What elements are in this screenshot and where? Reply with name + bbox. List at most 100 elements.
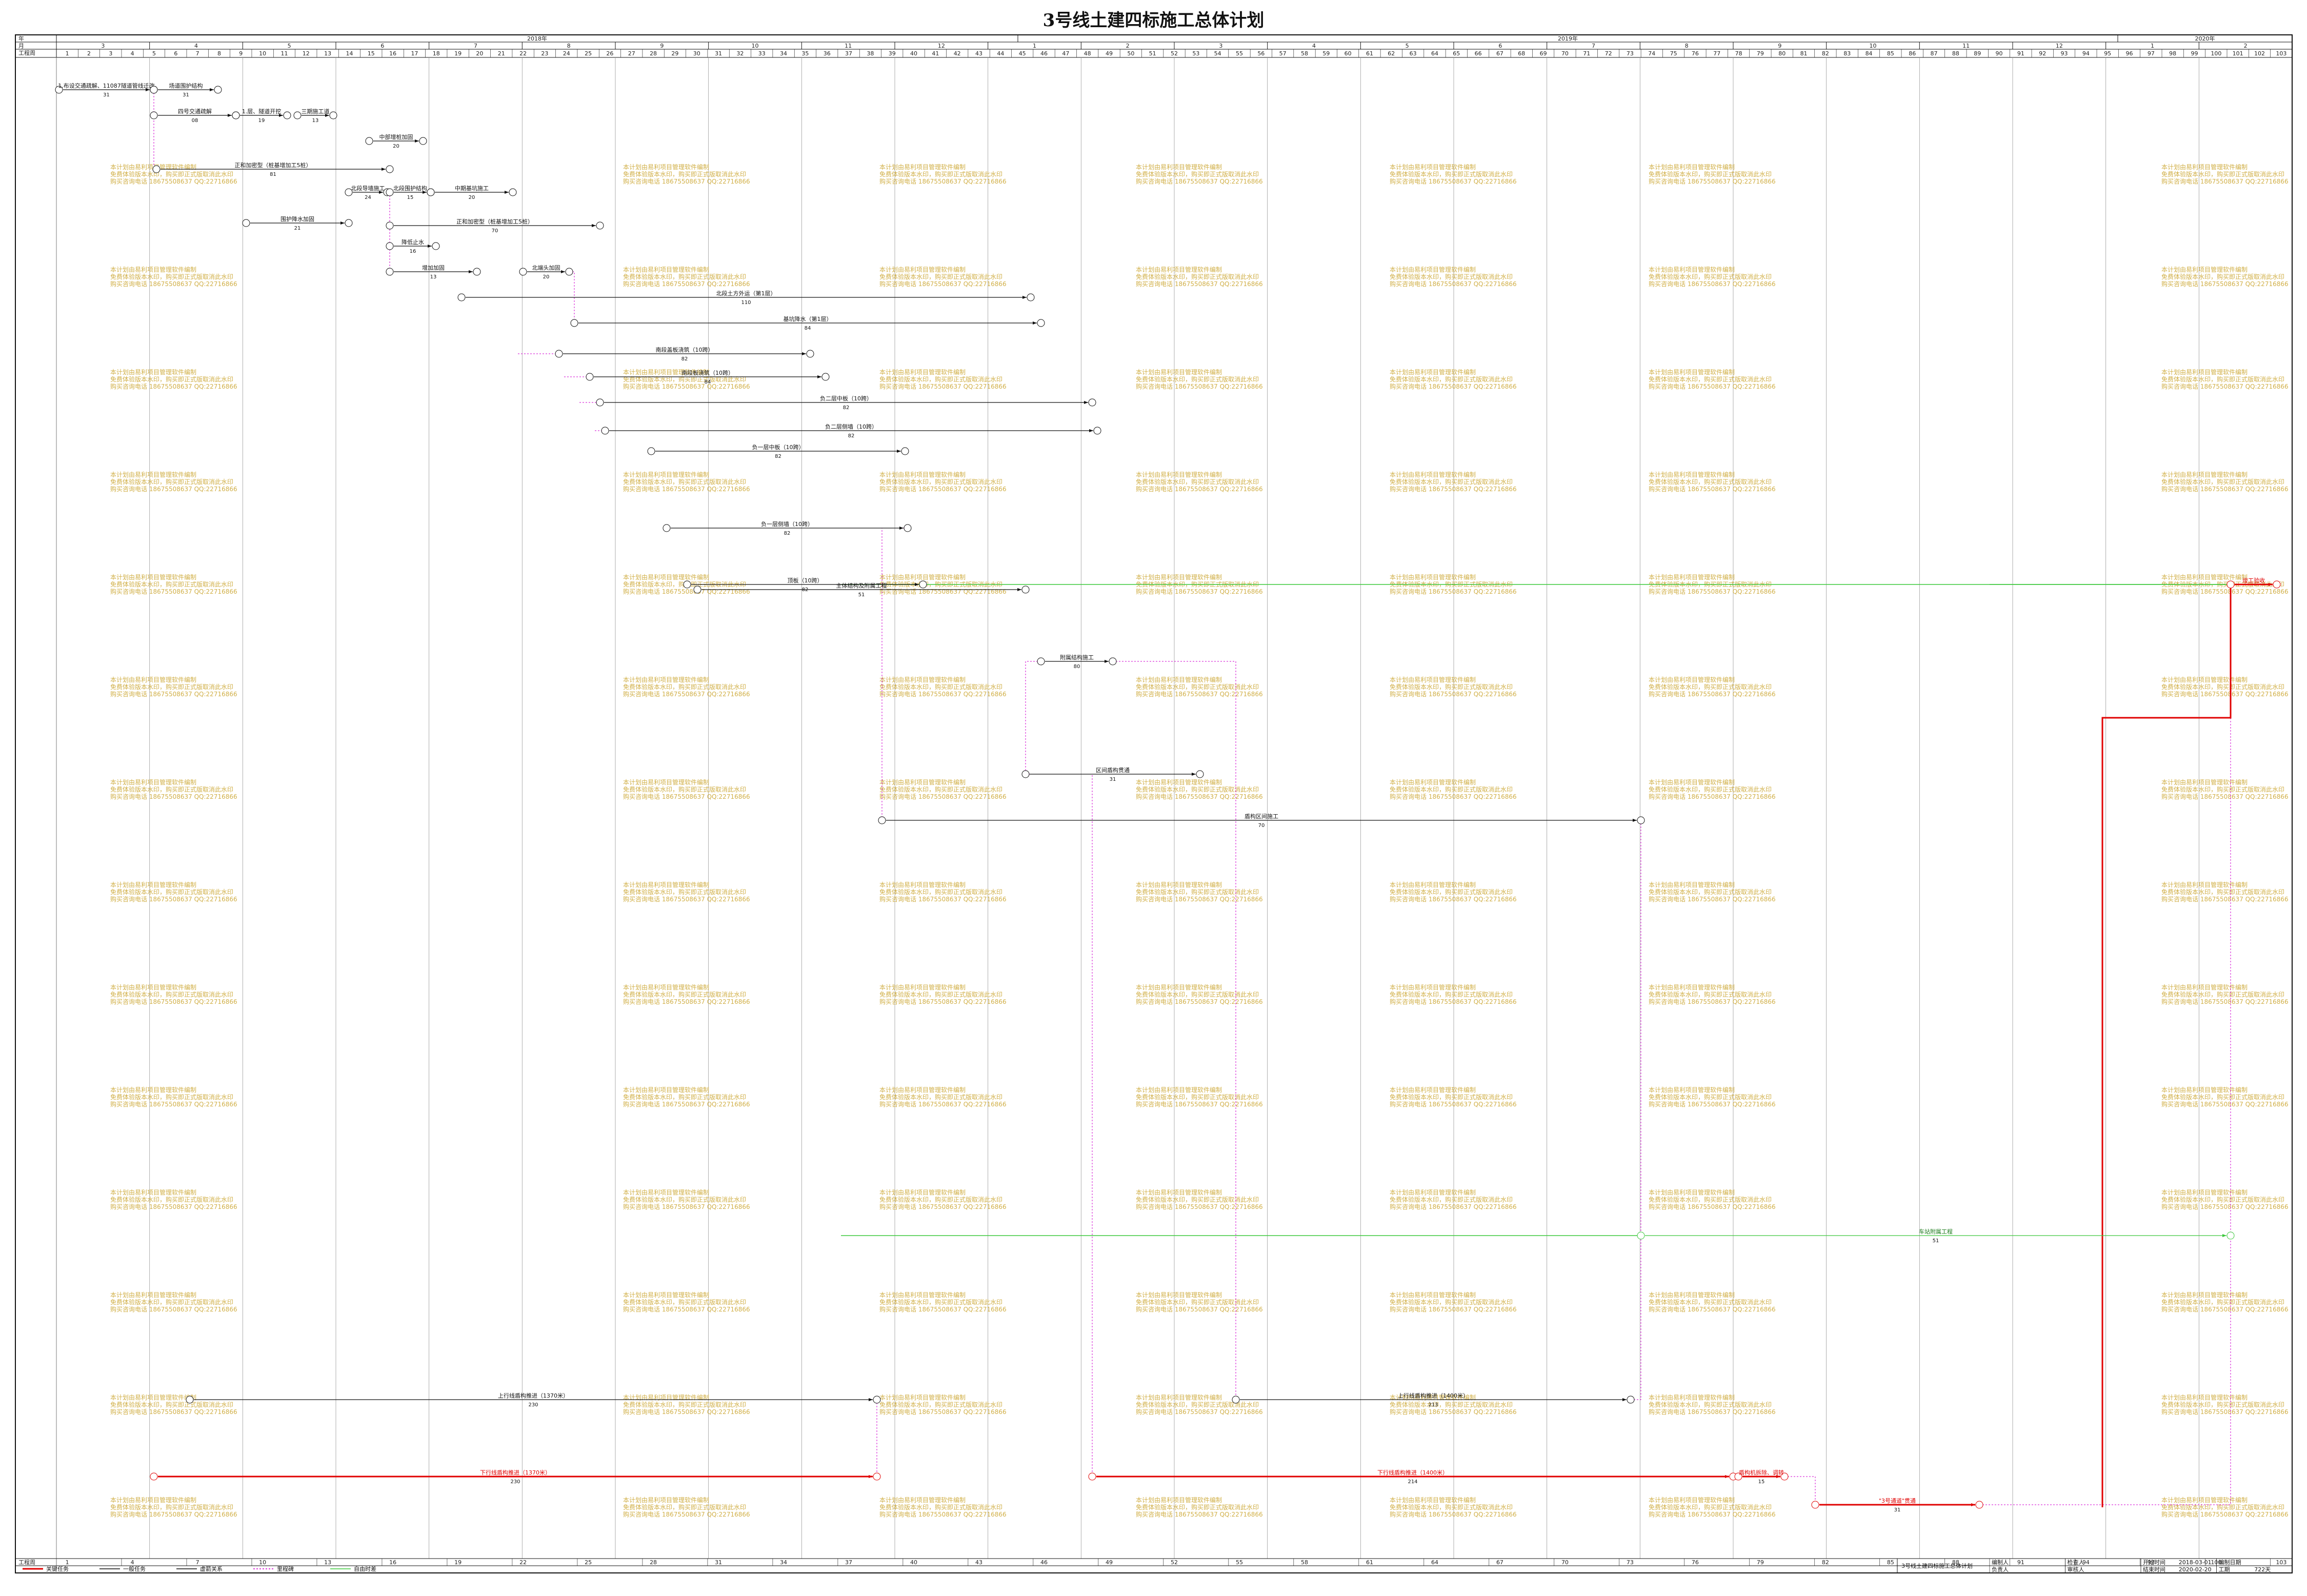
event-node[interactable] bbox=[293, 111, 302, 119]
task-activity[interactable]: 中期基坑施工 20 bbox=[427, 185, 517, 200]
event-node[interactable] bbox=[473, 268, 481, 276]
event-node[interactable] bbox=[386, 221, 394, 230]
task-activity[interactable]: 区间盾构贯通 31 bbox=[1021, 766, 1204, 782]
event-node[interactable] bbox=[232, 111, 240, 119]
task-activity[interactable]: 下行线盾构推进（1400米） 214 bbox=[1088, 1469, 1737, 1485]
task-activity[interactable]: 主体结构及附属工程 51 bbox=[693, 582, 1030, 598]
task-activity[interactable]: 围护降水加固 21 bbox=[242, 215, 353, 231]
event-node[interactable] bbox=[1627, 1396, 1635, 1404]
event-node[interactable] bbox=[565, 268, 573, 276]
task-activity[interactable]: 负二层侧墙（10跨） 82 bbox=[601, 423, 1101, 439]
task-activity[interactable]: 车站附属工程 51 bbox=[1637, 1228, 2235, 1244]
event-node[interactable] bbox=[693, 585, 701, 594]
event-node[interactable] bbox=[150, 1472, 158, 1481]
event-node[interactable] bbox=[345, 188, 353, 196]
task-activity[interactable]: 三期施工道 13 bbox=[293, 108, 337, 124]
event-node[interactable] bbox=[1093, 427, 1101, 435]
event-node[interactable] bbox=[2273, 580, 2281, 589]
event-node[interactable] bbox=[214, 86, 222, 94]
event-node[interactable] bbox=[878, 816, 886, 824]
event-node[interactable] bbox=[345, 219, 353, 227]
event-node[interactable] bbox=[1037, 657, 1045, 665]
event-node[interactable] bbox=[821, 373, 830, 381]
event-node[interactable] bbox=[386, 188, 394, 196]
event-node[interactable] bbox=[1975, 1501, 1983, 1509]
event-node[interactable] bbox=[427, 188, 435, 196]
task-activity[interactable]: 四号交通疏解 08 bbox=[150, 108, 240, 124]
event-node[interactable] bbox=[457, 293, 466, 301]
task-activity[interactable]: 负一层中板（10跨） 82 bbox=[647, 443, 909, 459]
task-activity[interactable]: 南段盖板浇筑（10跨） 82 bbox=[555, 346, 814, 362]
event-node[interactable] bbox=[919, 580, 927, 589]
event-node[interactable] bbox=[1637, 1231, 1645, 1240]
event-node[interactable] bbox=[596, 221, 604, 230]
task-activity[interactable]: 降低止水 16 bbox=[386, 238, 440, 254]
task-activity[interactable]: 负一层侧墙（10跨） 82 bbox=[663, 520, 912, 536]
event-node[interactable] bbox=[586, 373, 594, 381]
event-node[interactable] bbox=[386, 165, 394, 173]
event-node[interactable] bbox=[1196, 770, 1204, 778]
event-node[interactable] bbox=[150, 111, 158, 119]
event-node[interactable] bbox=[596, 398, 604, 407]
task-activity[interactable]: 竣工验收 bbox=[2226, 577, 2281, 589]
event-node[interactable] bbox=[1109, 657, 1117, 665]
task-activity[interactable]: 盾构区间施工 70 bbox=[878, 813, 1645, 829]
event-node[interactable] bbox=[806, 350, 814, 358]
task-activity[interactable]: 基坑降水（第1层） 84 bbox=[570, 315, 1045, 331]
event-node[interactable] bbox=[419, 137, 427, 145]
event-node[interactable] bbox=[2226, 580, 2235, 589]
event-node[interactable] bbox=[386, 242, 394, 250]
task-activity[interactable]: 盾构机拆除、调转 15 bbox=[1734, 1469, 1789, 1485]
event-node[interactable] bbox=[1037, 319, 1045, 327]
task-activity[interactable]: 正和加密型（桩基增加工5桩） 81 bbox=[152, 161, 394, 177]
event-node[interactable] bbox=[683, 580, 691, 589]
event-node[interactable] bbox=[242, 219, 250, 227]
event-node[interactable] bbox=[555, 350, 563, 358]
event-node[interactable] bbox=[663, 524, 671, 532]
event-node[interactable] bbox=[904, 524, 912, 532]
event-node[interactable] bbox=[432, 242, 440, 250]
task-activity[interactable]: 负二层中板（10跨） 82 bbox=[596, 395, 1096, 411]
event-node[interactable] bbox=[283, 111, 291, 119]
event-node[interactable] bbox=[570, 319, 578, 327]
event-node[interactable] bbox=[873, 1396, 881, 1404]
event-node[interactable] bbox=[55, 86, 63, 94]
task-activity[interactable]: 附属结构施工 80 bbox=[1037, 654, 1117, 670]
task-activity[interactable]: 北段土方外运（第1层） 110 bbox=[457, 290, 1035, 306]
event-node[interactable] bbox=[386, 268, 394, 276]
task-activity[interactable]: 1.层、隧道开挖 19 bbox=[232, 108, 291, 124]
task-activity[interactable]: 正和加密型（桩基增加工5桩） 70 bbox=[386, 218, 604, 234]
event-node[interactable] bbox=[1637, 816, 1645, 824]
event-node[interactable] bbox=[1811, 1501, 1819, 1509]
event-node[interactable] bbox=[647, 447, 655, 455]
event-node[interactable] bbox=[150, 86, 158, 94]
event-node[interactable] bbox=[1780, 1472, 1789, 1481]
task-activity[interactable]: 下行线盾构推进（1370米） 230 bbox=[150, 1469, 881, 1485]
task-activity[interactable]: 上行线盾构推进（1370米） 230 bbox=[186, 1392, 881, 1408]
event-node[interactable] bbox=[1232, 1396, 1240, 1404]
event-node[interactable] bbox=[873, 1472, 881, 1481]
task-activity[interactable]: 北段导墙施工 24 bbox=[345, 185, 391, 200]
task-activity[interactable]: 南段板浇筑（10跨） 84 bbox=[586, 369, 830, 385]
task-activity[interactable]: "3号通道"贯通 31 bbox=[1811, 1497, 1983, 1513]
task-activity[interactable]: 北端头加固 20 bbox=[519, 265, 573, 280]
event-node[interactable] bbox=[601, 427, 609, 435]
event-node[interactable] bbox=[365, 137, 373, 145]
task-activity[interactable]: 顶板（10跨）82 bbox=[683, 577, 927, 593]
event-node[interactable] bbox=[1027, 293, 1035, 301]
event-node[interactable] bbox=[1021, 585, 1030, 594]
task-activity[interactable]: 场道围护结构 31 bbox=[150, 82, 222, 98]
event-node[interactable] bbox=[1088, 398, 1096, 407]
event-node[interactable] bbox=[329, 111, 337, 119]
event-node[interactable] bbox=[509, 188, 517, 196]
event-node[interactable] bbox=[1734, 1472, 1742, 1481]
event-node[interactable] bbox=[186, 1396, 194, 1404]
task-activity[interactable]: 中部增桩加固 20 bbox=[365, 133, 427, 149]
task-activity[interactable]: 上行线盾构推进（1400米） 213 bbox=[1232, 1392, 1635, 1408]
event-node[interactable] bbox=[2226, 1231, 2235, 1240]
event-node[interactable] bbox=[519, 268, 527, 276]
task-activity[interactable]: 1.布设交通疏解、11087隧道管线迁改 31 bbox=[55, 82, 158, 98]
task-activity[interactable]: 增加加固 13 bbox=[386, 264, 481, 280]
event-node[interactable] bbox=[1021, 770, 1030, 778]
event-node[interactable] bbox=[901, 447, 909, 455]
